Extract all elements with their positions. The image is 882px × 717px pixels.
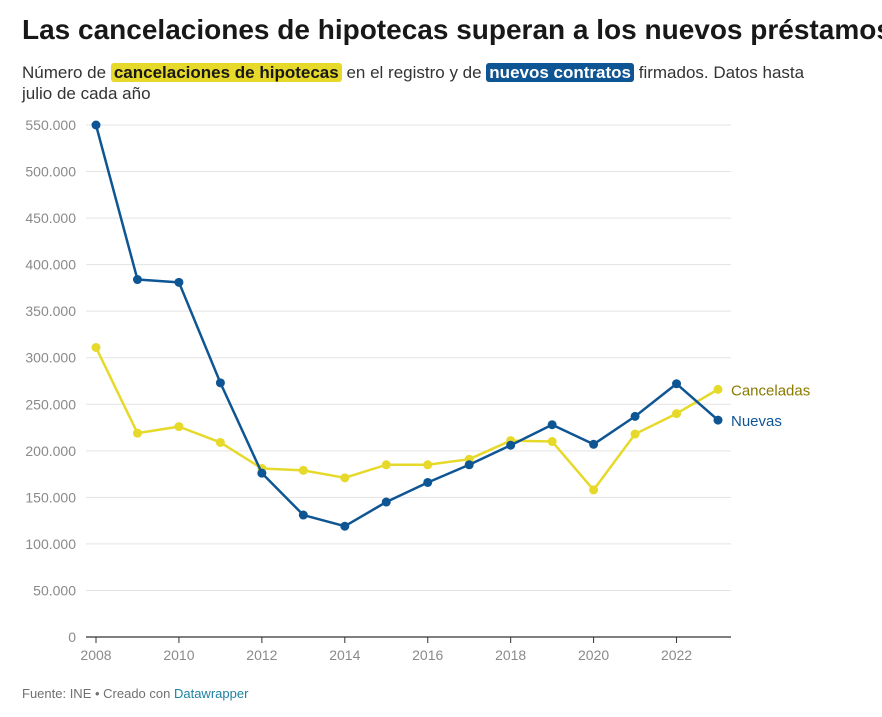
- data-point-canceladas: [340, 473, 350, 483]
- x-axis-ticks: 2008 2010 2012 2014 2016 2018 2020 2022: [80, 637, 692, 663]
- chart-title: Las cancelaciones de hipotecas superan a…: [22, 14, 882, 45]
- data-point-nuevas: [464, 460, 474, 470]
- data-point-nuevas: [174, 277, 184, 287]
- subtitle-text-2: en el registro y de: [341, 63, 487, 82]
- data-point-nuevas: [547, 420, 557, 430]
- y-tick-label: 550.000: [25, 117, 76, 133]
- series-lines: [91, 120, 723, 531]
- data-point-nuevas: [257, 468, 267, 478]
- data-point-canceladas: [630, 429, 640, 439]
- data-point-canceladas: [91, 342, 101, 352]
- x-tick-label: 2008: [80, 647, 111, 663]
- y-tick-label: 50.000: [33, 582, 76, 598]
- data-point-canceladas: [381, 460, 391, 470]
- data-point-canceladas: [713, 384, 723, 394]
- subtitle-text-1: Número de: [22, 63, 111, 82]
- data-point-nuevas: [132, 275, 142, 285]
- y-tick-label: 100.000: [25, 536, 76, 552]
- y-tick-label: 150.000: [25, 489, 76, 505]
- data-point-canceladas: [215, 437, 225, 447]
- x-tick-label: 2016: [412, 647, 443, 663]
- data-point-nuevas: [381, 497, 391, 507]
- y-tick-label: 350.000: [25, 303, 76, 319]
- chart-subtitle: Número de cancelaciones de hipotecas en …: [22, 62, 822, 104]
- x-tick-label: 2018: [495, 647, 526, 663]
- data-point-nuevas: [630, 411, 640, 421]
- subtitle-highlight-canceladas: cancelaciones de hipotecas: [110, 63, 342, 82]
- data-point-canceladas: [132, 428, 142, 438]
- series-nuevas: [91, 120, 723, 531]
- x-tick-label: 2022: [661, 647, 692, 663]
- data-point-canceladas: [589, 485, 599, 495]
- y-tick-label: 250.000: [25, 396, 76, 412]
- data-point-nuevas: [91, 120, 101, 130]
- x-tick-label: 2014: [329, 647, 360, 663]
- x-tick-label: 2012: [246, 647, 277, 663]
- series-line-canceladas: [94, 346, 720, 492]
- series-canceladas: [91, 342, 723, 495]
- grid-lines: [86, 124, 731, 638]
- y-tick-label: 300.000: [25, 350, 76, 366]
- data-point-canceladas: [174, 422, 184, 432]
- y-tick-label: 200.000: [25, 443, 76, 459]
- series-label-nuevas: Nuevas: [731, 413, 782, 430]
- data-point-canceladas: [423, 460, 433, 470]
- x-tick-label: 2020: [578, 647, 609, 663]
- y-tick-label: 500.000: [25, 164, 76, 180]
- data-point-nuevas: [340, 521, 350, 531]
- series-label-canceladas: Canceladas: [731, 382, 810, 399]
- data-point-canceladas: [298, 465, 308, 475]
- subtitle-text-3: firmados. Datos hasta julio de cada año: [22, 63, 805, 103]
- y-tick-label: 400.000: [25, 257, 76, 273]
- data-point-nuevas: [423, 477, 433, 487]
- x-tick-label: 2010: [163, 647, 194, 663]
- series-labels: Canceladas Nuevas: [731, 382, 810, 430]
- data-point-nuevas: [506, 440, 516, 450]
- data-point-nuevas: [298, 510, 308, 520]
- source-text: Fuente: INE • Creado con: [22, 686, 174, 701]
- data-point-nuevas: [672, 379, 682, 389]
- data-point-canceladas: [547, 437, 557, 447]
- y-axis-ticks: 0 50.000 100.000 150.000 200.000 250.000 300.0…: [25, 117, 76, 645]
- subtitle-highlight-nuevas: nuevos contratos: [486, 63, 634, 82]
- series-line-nuevas: [94, 123, 720, 528]
- y-tick-label: 0: [68, 629, 76, 645]
- data-point-nuevas: [589, 439, 599, 449]
- line-chart: 0 50.000 100.000 150.000 200.000 250.000 300.0…: [25, 117, 810, 663]
- datawrapper-link[interactable]: Datawrapper: [173, 686, 249, 701]
- data-point-nuevas: [215, 378, 225, 388]
- y-tick-label: 450.000: [25, 210, 76, 226]
- data-point-canceladas: [672, 409, 682, 419]
- footer: Fuente: INE • Creado con Datawrapper: [22, 686, 248, 701]
- data-point-nuevas: [713, 415, 723, 425]
